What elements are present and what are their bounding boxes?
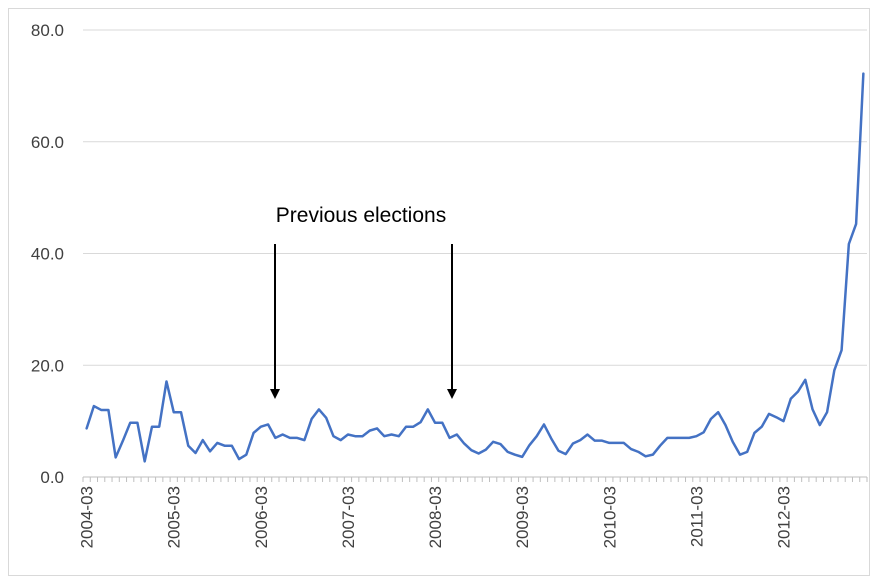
x-tick-label: 2008-03 [426,486,445,548]
y-tick-label: 20.0 [31,356,64,375]
y-tick-label: 0.0 [40,468,64,487]
y-tick-label: 40.0 [31,245,64,264]
x-tick-label: 2009-03 [513,486,532,548]
annotation-layer: Previous elections [270,204,457,399]
annotation-text: Previous elections [276,204,446,227]
y-tick-label: 60.0 [31,133,64,152]
x-tick-label: 2011-03 [687,486,706,547]
x-tick-label: 2004-03 [78,486,97,548]
x-tick-label: 2007-03 [339,486,358,548]
y-tick-label: 80.0 [31,21,64,40]
x-tick-label: 2006-03 [252,486,271,548]
x-tick-label: 2005-03 [165,486,184,548]
series-line [85,72,865,463]
x-tick-label: 2010-03 [600,486,619,548]
gridlines [83,29,867,366]
axes: 0.0 20.0 40.0 60.0 80.0 2004-03 2005-03 2006-03… [31,21,868,548]
chart-frame [8,8,870,576]
x-tick-label: 2012-03 [775,486,794,548]
series-layer [85,72,865,463]
